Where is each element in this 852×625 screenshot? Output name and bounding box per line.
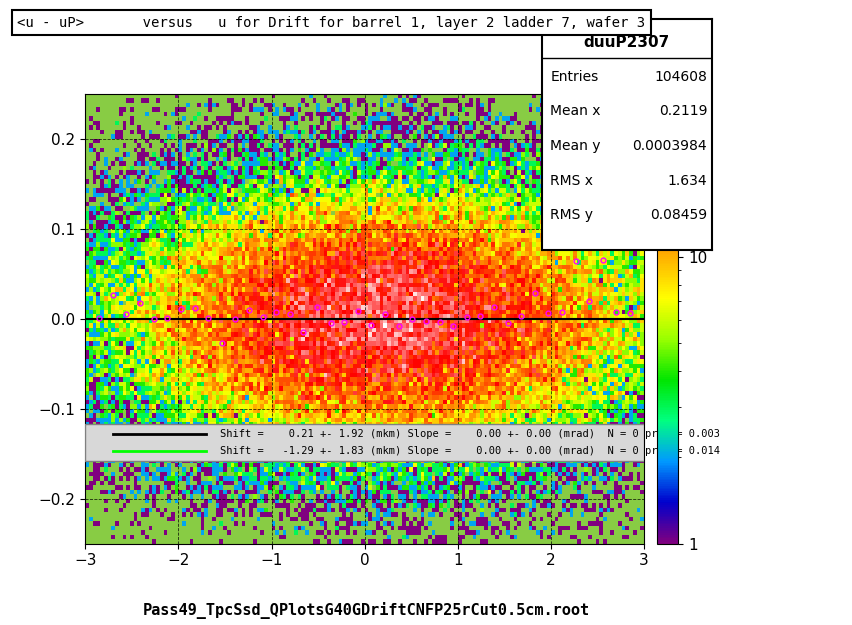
- Bar: [85, 424, 643, 461]
- Text: <u - uP>       versus   u for Drift for barrel 1, layer 2 ladder 7, wafer 3: <u - uP> versus u for Drift for barrel 1…: [17, 16, 644, 29]
- Text: Entries: Entries: [550, 69, 598, 84]
- Text: 1.634: 1.634: [667, 174, 706, 188]
- Text: Shift =    0.21 +- 1.92 (mkm) Slope =    0.00 +- 0.00 (mrad)  N = 0 prob = 0.003: Shift = 0.21 +- 1.92 (mkm) Slope = 0.00 …: [220, 429, 719, 439]
- Text: 0.08459: 0.08459: [649, 208, 706, 222]
- Text: duuP2307: duuP2307: [583, 35, 670, 50]
- Text: Shift =   -1.29 +- 1.83 (mkm) Slope =    0.00 +- 0.00 (mrad)  N = 0 prob = 0.014: Shift = -1.29 +- 1.83 (mkm) Slope = 0.00…: [220, 446, 719, 456]
- Text: Mean y: Mean y: [550, 139, 600, 153]
- Text: RMS y: RMS y: [550, 208, 592, 222]
- Text: 104608: 104608: [653, 69, 706, 84]
- Text: Mean x: Mean x: [550, 104, 600, 118]
- Text: 0.2119: 0.2119: [658, 104, 706, 118]
- Text: Pass49_TpcSsd_QPlotsG40GDriftCNFP25rCut0.5cm.root: Pass49_TpcSsd_QPlotsG40GDriftCNFP25rCut0…: [143, 602, 590, 619]
- Text: 0: 0: [680, 86, 689, 101]
- Text: 0.0003984: 0.0003984: [632, 139, 706, 153]
- Text: RMS x: RMS x: [550, 174, 592, 188]
